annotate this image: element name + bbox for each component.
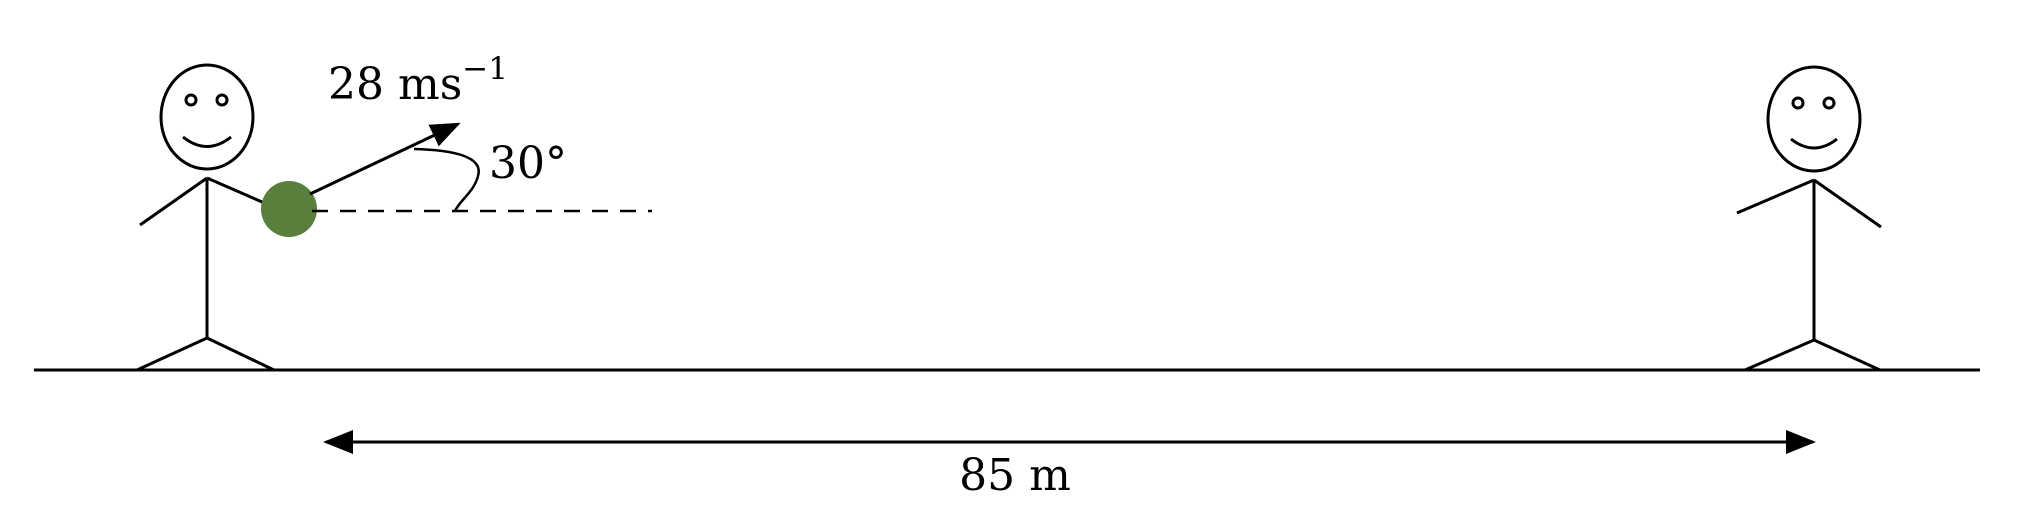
speed-label: 28 ms−1 xyxy=(328,51,508,110)
speed-label-base: 28 ms xyxy=(328,59,462,110)
catcher-head xyxy=(1766,65,1862,173)
catcher-arm-right xyxy=(1813,178,1882,229)
angle-arc xyxy=(413,147,480,212)
velocity-arrow xyxy=(309,122,461,196)
catcher-leg-right xyxy=(1813,338,1881,372)
thrower-head xyxy=(159,63,255,171)
thrower-eye-left xyxy=(184,93,198,107)
catcher-eye-right xyxy=(1822,96,1836,110)
thrower-eye-right xyxy=(215,93,229,107)
catcher-arm-left xyxy=(1736,178,1815,215)
angle-label: 30° xyxy=(489,138,567,189)
catcher-leg-left xyxy=(1744,338,1815,372)
ball xyxy=(261,181,317,237)
catcher-mouth xyxy=(1790,137,1838,150)
distance-label: 85 m xyxy=(959,450,1071,501)
thrower-mouth xyxy=(182,135,232,148)
catcher-figure xyxy=(1736,65,1882,372)
catcher-eye-left xyxy=(1791,96,1805,110)
thrower-leg-left xyxy=(136,336,208,372)
speed-label-exponent: −1 xyxy=(462,51,508,87)
thrower-arm-left xyxy=(139,176,208,227)
thrower-figure xyxy=(136,63,286,372)
thrower-leg-right xyxy=(206,336,275,372)
